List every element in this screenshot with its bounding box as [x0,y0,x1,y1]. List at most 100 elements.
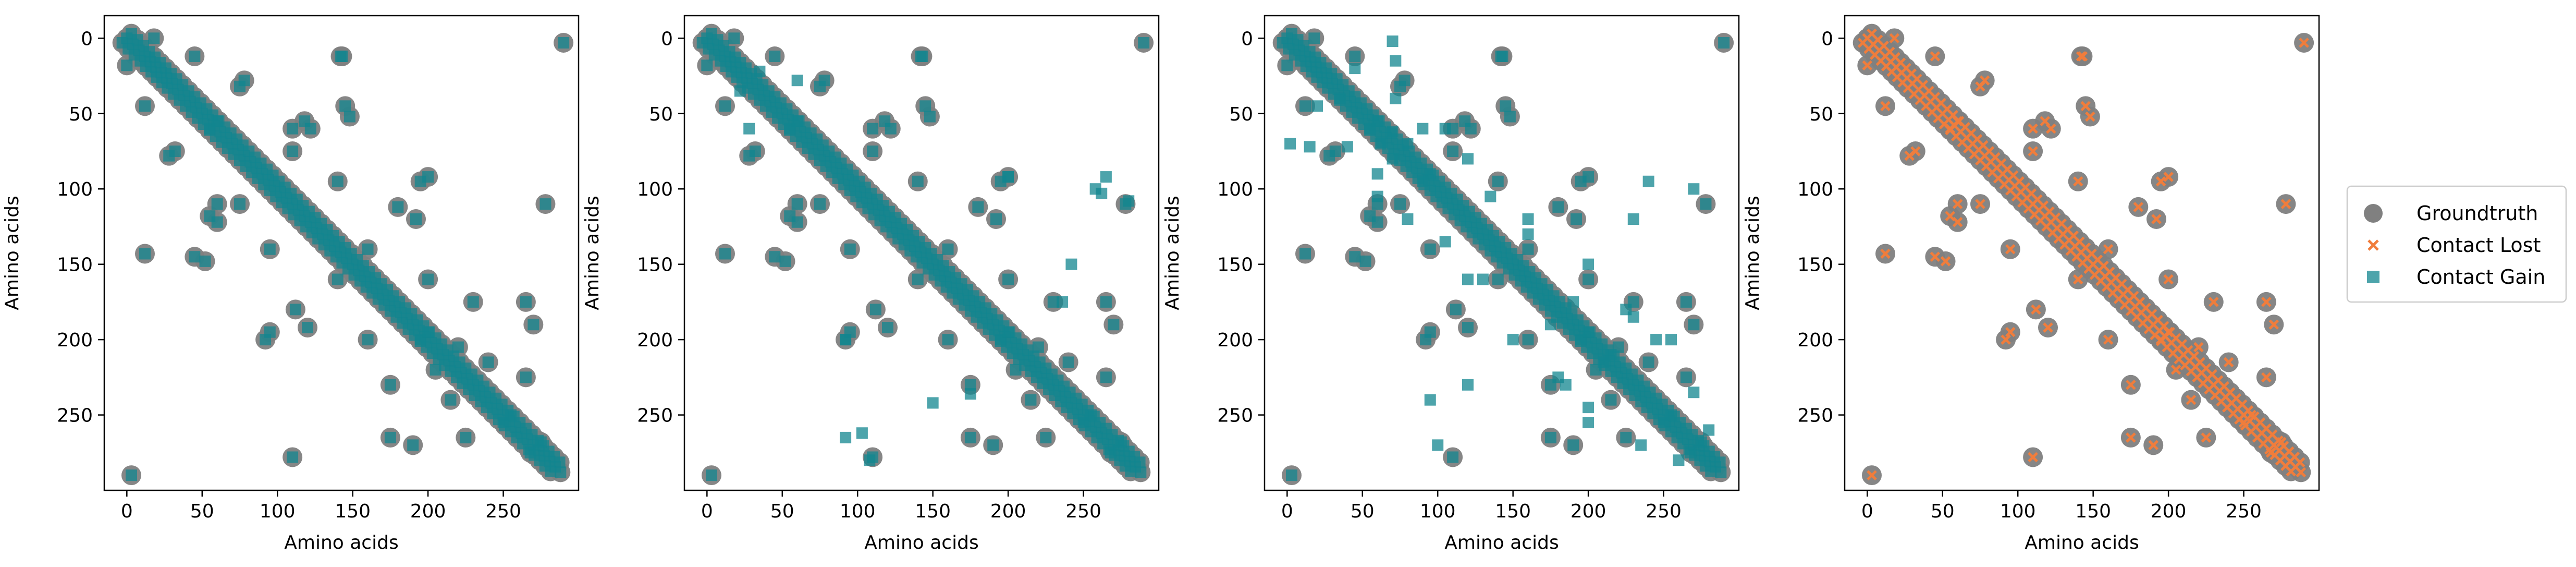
y-tick-label: 0 [81,28,93,50]
contact-gain-point [919,100,931,112]
contact-gain-point [1500,100,1512,112]
contact-gain-point [1123,195,1135,207]
contact-gain-point [332,175,344,187]
contact-gain-point [1424,243,1436,255]
contact-gain-point [1040,431,1052,443]
y-tick-label: 150 [637,255,673,276]
contact-gain-point [304,123,316,135]
contact-lost-point [2103,244,2114,255]
contact-gain-point [392,201,404,213]
contact-gain-point [791,198,803,210]
x-tick-label: 200 [410,501,446,522]
contact-gain-point [189,51,201,62]
axes-frame [1264,15,1740,491]
contact-lost-point [2080,101,2091,112]
x-tick-label: 100 [2000,501,2036,522]
contact-gain-point [1522,334,1534,346]
contact-lost-point [1952,217,1963,227]
x-tick-label: 100 [840,501,876,522]
contact-gain-point [1447,146,1459,157]
contact-gain-point [1371,168,1383,180]
contact-gain-point [1115,436,1127,448]
y-tick-label: 150 [1217,255,1253,276]
contact-gain-point [964,388,976,400]
y-tick-label: 250 [1217,405,1253,427]
contact-gain-point [1627,311,1639,323]
contact-lost-point [2028,146,2038,156]
contact-gain-point [1642,175,1654,187]
contact-gain-point [407,439,419,451]
contact-gain-point [1571,213,1582,225]
contact-gain-point [1065,258,1077,270]
contact-gain-point [1371,115,1383,127]
contact-gain-point [362,243,374,255]
contact-gain-point [1680,296,1692,308]
contact-gain-point [1718,37,1730,49]
contact-gain-point [769,251,781,263]
contact-lost-point [1952,116,1963,126]
y-tick-label: 50 [1809,104,1833,125]
contact-gain-point [1552,371,1564,383]
contact-gain-point [964,431,976,443]
contact-gain-point [1002,273,1014,285]
contact-gain-point [987,439,999,451]
contact-gain-point [1308,32,1320,44]
contact-gain-point [287,451,299,463]
y-tick-label: 100 [1217,179,1253,200]
contact-gain-point [734,85,746,97]
contact-gain-point [264,243,276,255]
contact-gain-point [1089,183,1101,195]
contact-gain-point [1057,296,1069,308]
contact-gain-point [1284,138,1296,150]
contact-lost-point [1952,199,1963,209]
contact-gain-point [1329,146,1341,157]
y-axis-label: Amino acids [1742,196,1763,310]
contact-gain-point [410,213,422,225]
contact-gain-point [189,251,201,263]
contact-gain-point [1462,379,1474,391]
contact-gain-point [1477,273,1489,285]
contact-gain-point [332,273,344,285]
x-axis-label: Amino acids [2025,532,2139,553]
contact-gain-point [1062,356,1074,368]
contact-gain-point [287,123,299,135]
contact-gain-point [1349,51,1361,62]
contact-lost-point [2005,244,2016,255]
contact-lost-point [2133,202,2144,212]
contact-gain-point [1700,198,1712,210]
contact-gain-point [1492,175,1504,187]
contact-gain-point [927,397,939,409]
x-tick-label: 250 [2226,501,2262,522]
x-tick-label: 0 [1281,501,1293,522]
contact-gain-point [1387,153,1399,165]
contact-gain-point [1522,243,1534,255]
contact-gain-point [169,146,181,157]
contact-gain-point [701,59,713,71]
contact-gain-point [344,111,355,123]
contact-gain-point [1714,456,1726,468]
contact-gain-point [1417,123,1429,135]
contact-gain-point [1485,190,1496,202]
contact-lost-point [2028,452,2038,463]
y-tick-label: 50 [69,104,93,125]
contact-gain-point [882,322,893,333]
contact-gain-point [1650,334,1662,346]
contact-lost-point [1880,101,1891,112]
contact-gain-point [1635,439,1647,451]
contact-gain-point [1627,213,1639,225]
contact-lost-point [1880,248,1891,259]
legend-item: Contact Lost [2368,234,2541,257]
y-tick-label: 200 [1797,330,1833,351]
contact-gain-point [555,466,567,478]
contact-gain-point [1583,258,1594,270]
panel-2: 0 50 100 150 200 250 0 50 100 150 200 250 Amino acid… [582,15,1160,553]
contact-gain-point [814,198,826,210]
contact-gain-point [545,465,557,477]
contact-gain-point [1299,100,1311,112]
contact-gain-point [1402,213,1414,225]
contact-gain-point [885,123,897,135]
x-tick-label: 150 [2075,501,2111,522]
y-axis-label: Amino acids [1162,196,1183,310]
contact-gain-point [1025,394,1037,406]
contact-gain-point [1665,334,1677,346]
